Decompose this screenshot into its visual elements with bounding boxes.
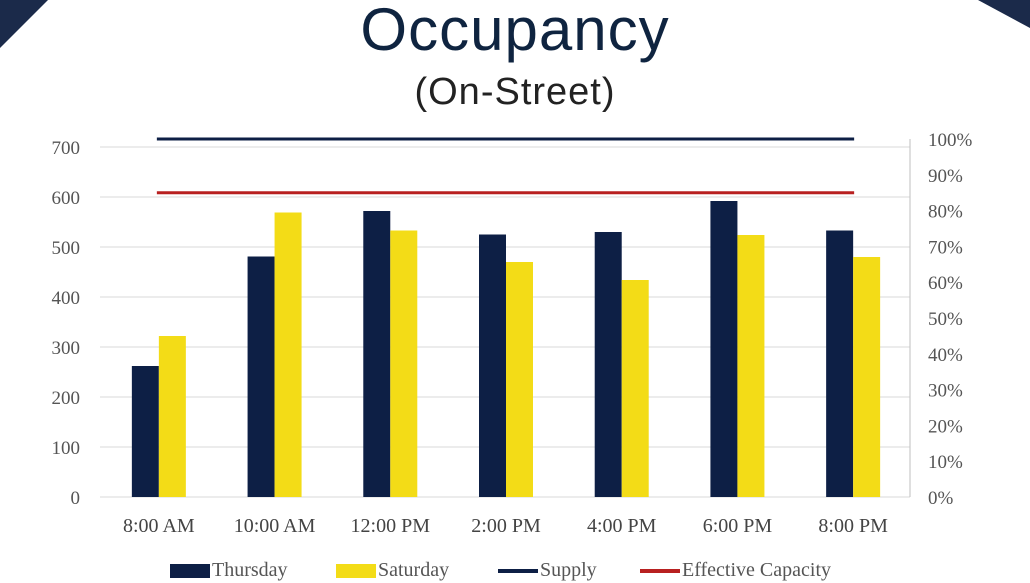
- y2-tick-label: 70%: [928, 237, 963, 258]
- bar-saturday: [390, 230, 418, 497]
- y-tick-label: 700: [52, 138, 81, 159]
- x-tick-label: 6:00 PM: [703, 515, 773, 537]
- legend-item-effective-capacity: Effective Capacity: [640, 559, 831, 582]
- legend-swatch-effective-capacity: [640, 569, 680, 574]
- page-title: Occupancy: [360, 0, 670, 63]
- legend-label-thursday: Thursday: [212, 559, 288, 581]
- y-tick-label: 0: [71, 488, 81, 509]
- legend-item-saturday: Saturday: [336, 559, 449, 582]
- x-tick-label: 2:00 PM: [471, 515, 541, 537]
- y2-tick-label: 30%: [928, 381, 963, 402]
- corner-decoration-left: [0, 0, 48, 48]
- legend-swatch-saturday: [336, 564, 376, 579]
- corner-decoration-right: [978, 0, 1030, 28]
- bar-saturday: [621, 280, 649, 497]
- bar-thursday: [594, 232, 622, 497]
- bar-saturday: [158, 336, 186, 497]
- y2-tick-label: 60%: [928, 273, 963, 294]
- y2-tick-label: 10%: [928, 452, 963, 473]
- legend-swatch-thursday: [170, 564, 210, 579]
- y-tick-label: 100: [52, 438, 81, 459]
- y2-tick-label: 40%: [928, 345, 963, 366]
- x-tick-label: 4:00 PM: [587, 515, 657, 537]
- legend-label-supply: Supply: [540, 559, 597, 581]
- page-subtitle: (On-Street): [414, 71, 616, 113]
- x-tick-label: 12:00 PM: [351, 515, 431, 537]
- bar-saturday: [737, 235, 765, 497]
- bar-thursday: [826, 230, 854, 497]
- y-tick-label: 500: [52, 238, 81, 259]
- bar-thursday: [131, 366, 159, 497]
- y2-tick-label: 100%: [928, 130, 973, 151]
- bar-thursday: [247, 256, 275, 497]
- bar-thursday: [710, 201, 738, 497]
- y-tick-label: 600: [52, 188, 81, 209]
- bar-thursday: [479, 234, 506, 497]
- legend-label-effective-capacity: Effective Capacity: [682, 559, 832, 581]
- legend-item-supply: Supply: [498, 559, 597, 582]
- y2-tick-label: 50%: [928, 309, 963, 330]
- bar-thursday: [363, 211, 391, 497]
- x-tick-label: 8:00 PM: [818, 515, 888, 537]
- x-tick-label: 10:00 AM: [234, 515, 316, 537]
- legend-label-saturday: Saturday: [378, 559, 450, 581]
- bar-saturday: [274, 212, 302, 497]
- y2-tick-label: 90%: [928, 166, 963, 187]
- legend-item-thursday: Thursday: [170, 559, 288, 582]
- legend-swatch-supply: [498, 569, 538, 574]
- y2-tick-label: 20%: [928, 416, 963, 437]
- y-tick-label: 400: [52, 288, 81, 309]
- y-tick-label: 300: [52, 338, 81, 359]
- y2-tick-label: 0%: [928, 488, 954, 509]
- chart-legend: Thursday Saturday Supply Effective Capac…: [0, 559, 1030, 583]
- y-tick-label: 200: [52, 388, 81, 409]
- bar-saturday: [506, 262, 533, 497]
- bar-saturday: [853, 257, 881, 497]
- y2-tick-label: 80%: [928, 202, 963, 223]
- x-tick-label: 8:00 AM: [123, 515, 195, 537]
